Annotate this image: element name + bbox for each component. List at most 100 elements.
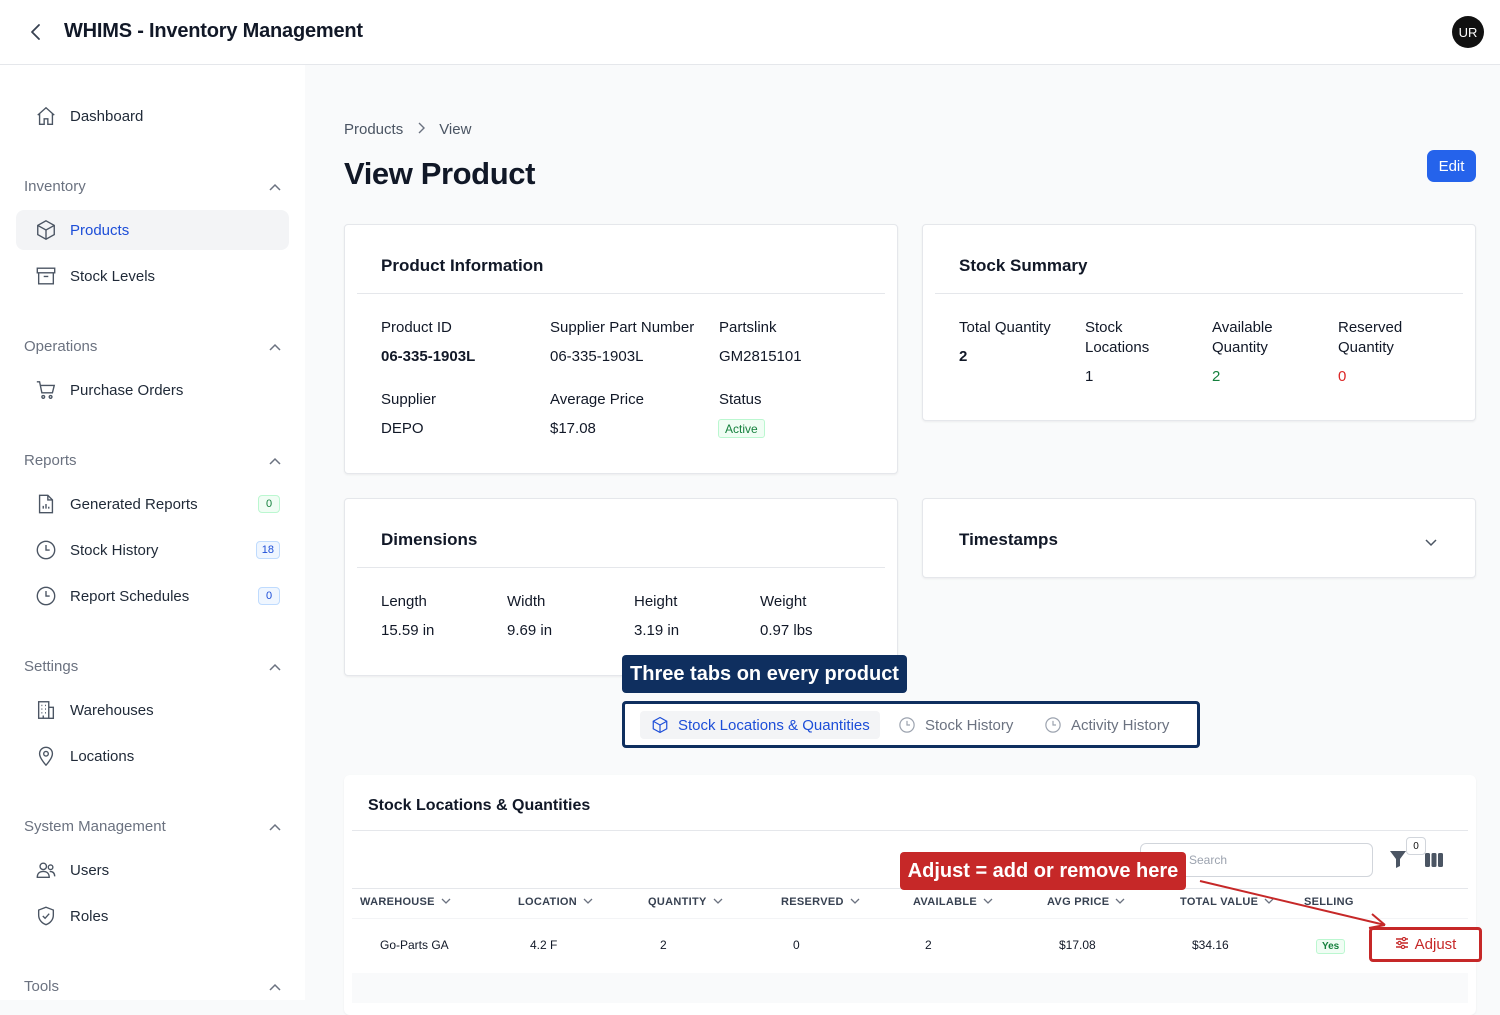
sidebar-item-label: Locations	[70, 747, 135, 765]
column-label: QUANTITY	[648, 896, 707, 908]
sidebar-group-reports[interactable]: Reports	[24, 448, 281, 472]
dimensions-card: Dimensions Length 15.59 in Width 9.69 in…	[344, 498, 898, 676]
average-price-label: Average Price	[550, 391, 644, 408]
columns-icon[interactable]	[1424, 852, 1444, 873]
available-quantity-value: 2	[1212, 368, 1221, 385]
stock-locations-value: 1	[1085, 368, 1094, 385]
chevron-down-icon	[983, 896, 993, 908]
column-label: TOTAL VALUE	[1180, 896, 1259, 908]
sidebar-item-report-schedules[interactable]: Report Schedules 0	[16, 576, 289, 616]
width-label: Width	[507, 593, 546, 610]
chevron-down-icon	[583, 896, 593, 908]
column-header-reserved[interactable]: RESERVED	[781, 896, 860, 908]
total-quantity-label: Total Quantity	[959, 319, 1051, 336]
chevron-down-icon[interactable]	[1425, 534, 1437, 552]
shopping-cart-icon	[34, 378, 58, 402]
card-title: Stock Summary	[959, 256, 1088, 275]
divider	[352, 830, 1468, 831]
card-title: Dimensions	[381, 530, 478, 549]
sidebar-item-label: Products	[70, 221, 130, 239]
chevron-up-icon	[269, 452, 281, 469]
supplier-label: Supplier	[381, 391, 437, 408]
chevron-up-icon	[269, 658, 281, 675]
cell-avg-price: $17.08	[1059, 938, 1096, 952]
supplier-part-label: Supplier Part Number	[550, 319, 695, 336]
adjust-button[interactable]: Adjust	[1369, 927, 1482, 962]
cell-available: 2	[925, 938, 932, 952]
chevron-down-icon	[1264, 896, 1274, 908]
cube-icon	[650, 715, 670, 735]
map-pin-icon	[34, 744, 58, 768]
cell-reserved: 0	[793, 938, 800, 952]
divider	[935, 293, 1463, 294]
group-label: Reports	[24, 451, 77, 469]
tab-label: Stock Locations & Quantities	[678, 716, 870, 734]
timestamps-card[interactable]: Timestamps	[922, 498, 1476, 578]
tab-stock-history[interactable]: Stock History	[887, 711, 1023, 739]
tab-stock-locations[interactable]: Stock Locations & Quantities	[640, 711, 880, 739]
sidebar-item-purchase-orders[interactable]: Purchase Orders	[16, 370, 289, 410]
sidebar-item-stock-history[interactable]: Stock History 18	[16, 530, 289, 570]
sidebar-group-tools[interactable]: Tools	[24, 974, 281, 998]
stock-summary-card: Stock Summary Total Quantity 2 Stock Loc…	[922, 224, 1476, 421]
sidebar-group-settings[interactable]: Settings	[24, 654, 281, 678]
column-header-total-value[interactable]: TOTAL VALUE	[1180, 896, 1274, 908]
tab-activity-history[interactable]: Activity History	[1033, 711, 1179, 739]
sidebar-item-generated-reports[interactable]: Generated Reports 0	[16, 484, 289, 524]
sidebar-item-products[interactable]: Products	[16, 210, 289, 250]
table-title: Stock Locations & Quantities	[368, 797, 591, 814]
column-header-available[interactable]: AVAILABLE	[913, 896, 993, 908]
sidebar-item-label: Roles	[70, 907, 109, 925]
card-title: Timestamps	[959, 530, 1058, 549]
filter-icon[interactable]	[1389, 849, 1407, 874]
column-header-quantity[interactable]: QUANTITY	[648, 896, 723, 908]
back-arrow-icon[interactable]	[24, 20, 48, 44]
column-header-selling[interactable]: SELLING	[1304, 896, 1354, 908]
breadcrumb-products-link[interactable]: Products	[344, 121, 404, 138]
partslink-label: Partslink	[719, 319, 777, 336]
chevron-down-icon	[850, 896, 860, 908]
supplier-value: DEPO	[381, 420, 424, 437]
shield-check-icon	[34, 904, 58, 928]
clock-icon	[34, 538, 58, 562]
sidebar-group-inventory[interactable]: Inventory	[24, 174, 281, 198]
column-header-location[interactable]: LOCATION	[518, 896, 593, 908]
sidebar-item-locations[interactable]: Locations	[16, 736, 289, 776]
sidebar-item-dashboard[interactable]: Dashboard	[16, 96, 289, 136]
status-label: Status	[719, 391, 762, 408]
chevron-down-icon	[1115, 896, 1125, 908]
sidebar: Dashboard Inventory Products Stock Level…	[0, 65, 305, 1000]
clock-icon	[1043, 715, 1063, 735]
sidebar-group-system-management[interactable]: System Management	[24, 814, 281, 838]
users-icon	[34, 858, 58, 882]
sidebar-item-warehouses[interactable]: Warehouses	[16, 690, 289, 730]
available-quantity-label: Available Quantity	[1212, 319, 1273, 356]
chevron-down-icon	[441, 896, 451, 908]
page-title: View Product	[344, 156, 536, 191]
breadcrumb-current: View	[439, 121, 472, 138]
stock-locations-table-card: Stock Locations & Quantities	[344, 775, 1476, 1015]
sidebar-item-roles[interactable]: Roles	[16, 896, 289, 936]
chevron-up-icon	[269, 338, 281, 355]
sidebar-group-operations[interactable]: Operations	[24, 334, 281, 358]
count-badge: 18	[255, 541, 280, 559]
sidebar-item-stock-levels[interactable]: Stock Levels	[16, 256, 289, 296]
column-label: WAREHOUSE	[360, 896, 435, 908]
column-label: AVG PRICE	[1047, 896, 1110, 908]
supplier-part-value: 06-335-1903L	[550, 348, 644, 365]
user-avatar[interactable]: UR	[1452, 16, 1484, 48]
group-label: System Management	[24, 817, 166, 835]
sidebar-item-users[interactable]: Users	[16, 850, 289, 890]
cell-warehouse: Go-Parts GA	[380, 938, 449, 952]
column-header-avg-price[interactable]: AVG PRICE	[1047, 896, 1125, 908]
length-label: Length	[381, 593, 427, 610]
partslink-value: GM2815101	[719, 348, 802, 365]
column-header-warehouse[interactable]: WAREHOUSE	[360, 896, 451, 908]
chevron-up-icon	[269, 178, 281, 195]
product-id-label: Product ID	[381, 319, 452, 336]
count-badge: 0	[258, 495, 280, 513]
edit-button[interactable]: Edit	[1427, 150, 1476, 182]
sliders-icon	[1395, 936, 1409, 953]
column-label: AVAILABLE	[913, 896, 978, 908]
group-label: Settings	[24, 657, 79, 675]
